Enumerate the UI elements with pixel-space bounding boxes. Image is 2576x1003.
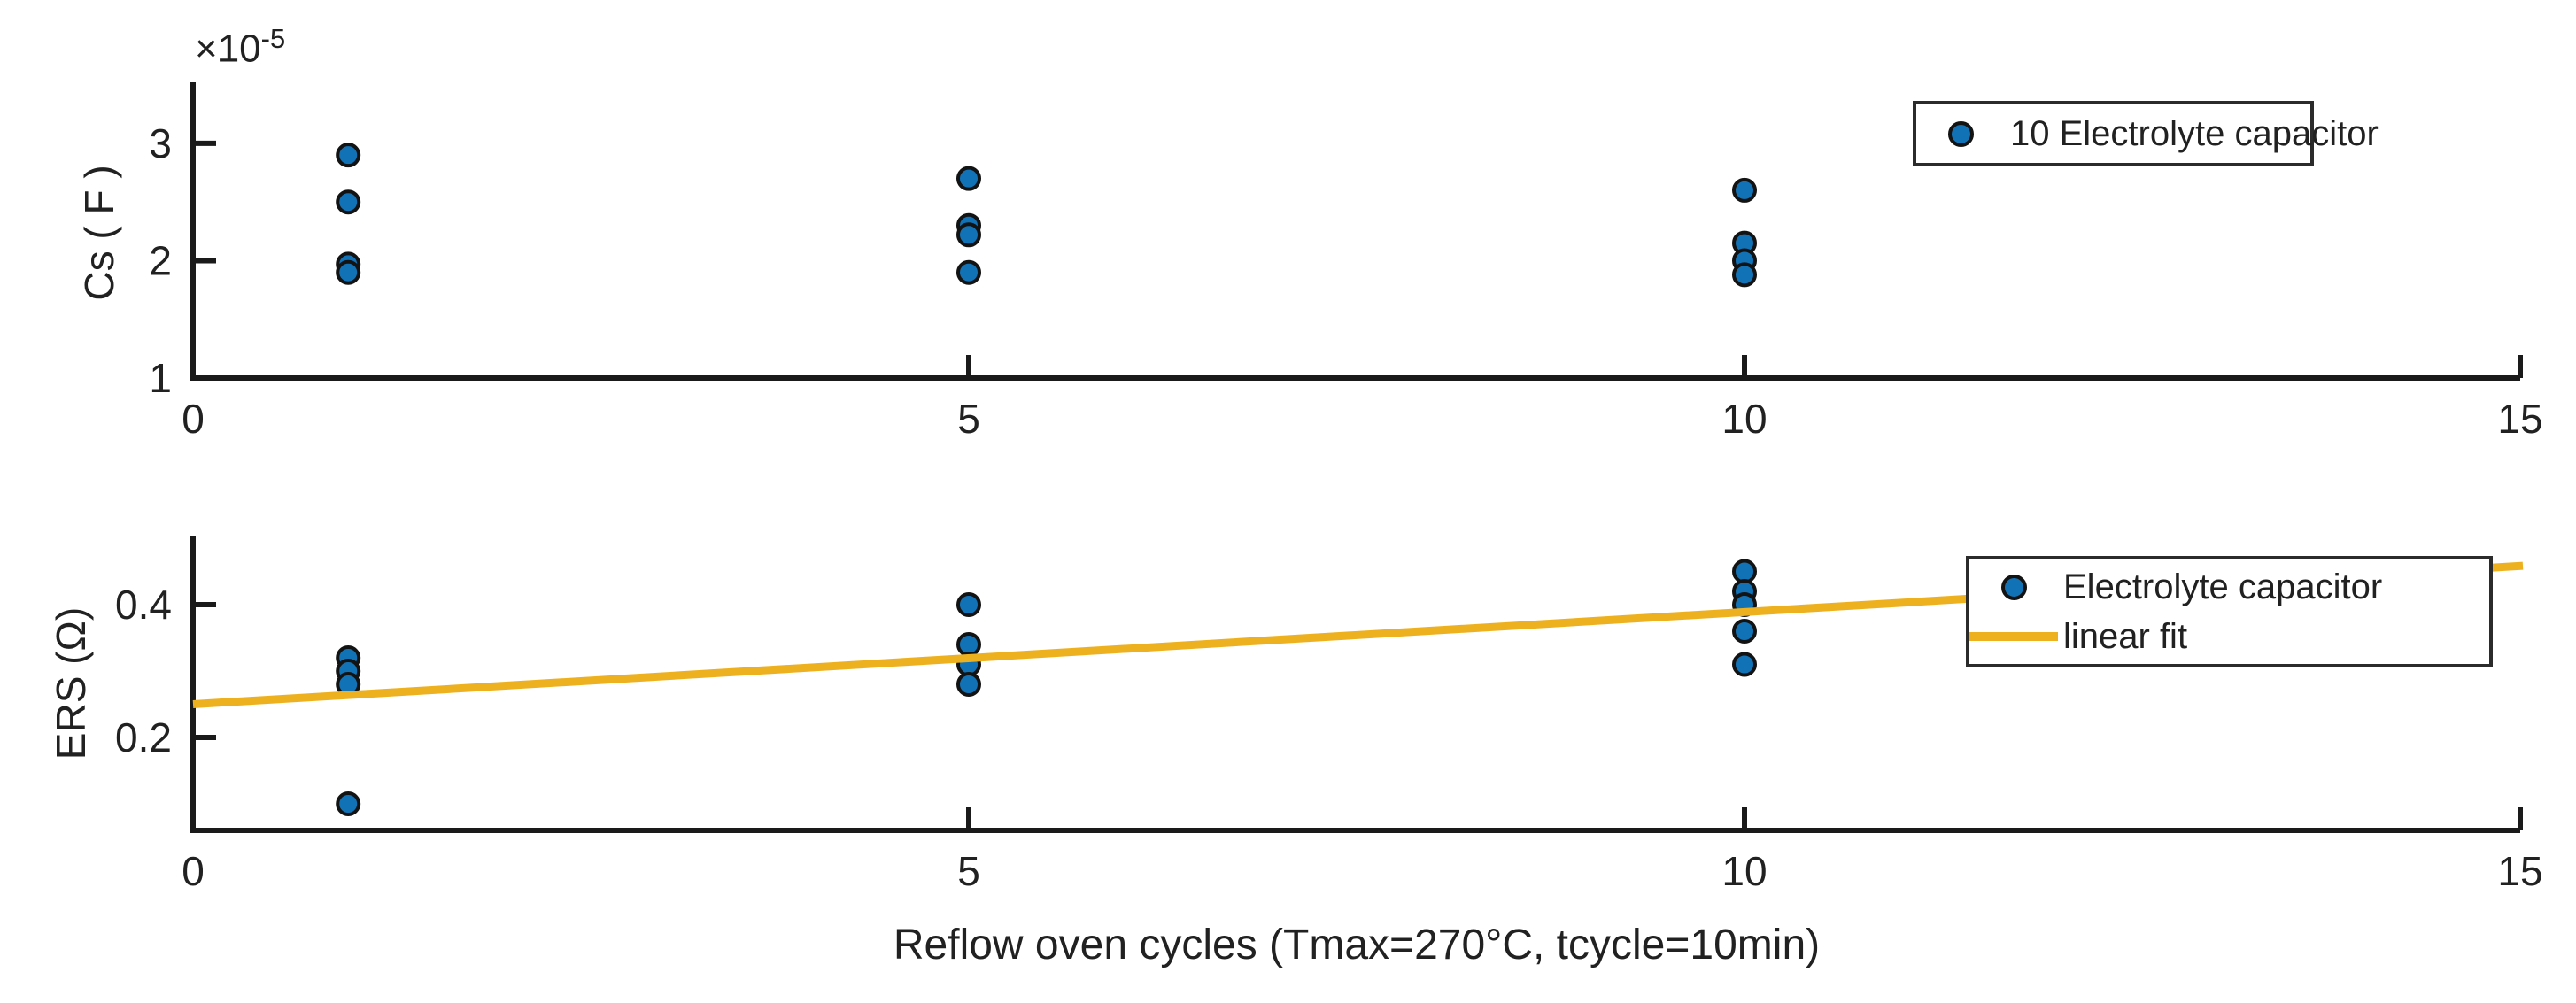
ers-axis-label: ERS (Ω) [48, 606, 94, 760]
x-tick-label: 0 [182, 396, 205, 442]
legend-swatch [1969, 632, 2058, 641]
legend-swatch [1969, 574, 2058, 600]
legend-entry-capacitor: Electrolyte capacitor [1969, 562, 2489, 612]
y-tick-label: 3 [149, 120, 172, 166]
legend-entry-capacitor: 10 Electrolyte capacitor [1916, 109, 2379, 158]
exponent-base: ×10 [195, 27, 261, 71]
x-axis-label: Reflow oven cycles (Tmax=270°C, tcycle=1… [893, 922, 1821, 968]
y-axis-exponent-label: ×10-5 [195, 23, 285, 72]
legend-label: linear fit [2063, 616, 2188, 656]
data-point [956, 672, 981, 697]
legend-label: Electrolyte capacitor [2063, 567, 2383, 606]
scatter-marker-icon [1947, 120, 1974, 147]
data-point [956, 592, 981, 617]
y-tick-label: 0.4 [115, 582, 172, 628]
data-point [336, 259, 361, 285]
data-point [956, 166, 981, 191]
x-tick-label: 10 [1721, 848, 1767, 894]
data-point [336, 791, 361, 816]
legend-label: 10 Electrolyte capacitor [2010, 113, 2379, 153]
cs-axis-label: Cs ( F ) [76, 165, 122, 301]
data-point [336, 143, 361, 168]
linear-fit-line-icon [1969, 632, 2058, 641]
x-tick-label: 5 [957, 848, 980, 894]
data-point [956, 632, 981, 657]
legend-entry-linear-fit: linear fit [1969, 612, 2489, 661]
y-tick-label: 1 [149, 355, 172, 401]
legend-swatch [1916, 120, 2005, 147]
y-tick-label: 2 [149, 237, 172, 283]
data-point [956, 222, 981, 248]
legend-bottom[interactable]: Electrolyte capacitor linear fit [1966, 556, 2493, 667]
legend-top[interactable]: 10 Electrolyte capacitor [1913, 101, 2379, 166]
exponent-power: -5 [260, 23, 286, 54]
scatter-marker-icon [2000, 574, 2027, 600]
top-subplot: 0 5 10 15 1 2 3 [149, 82, 2543, 442]
y-tick-label: 0.2 [115, 714, 172, 760]
x-tick-label: 10 [1721, 396, 1767, 442]
data-point [1732, 177, 1757, 203]
x-tick-label: 15 [2497, 848, 2542, 894]
x-tick-label: 0 [182, 848, 205, 894]
data-point [1732, 559, 1757, 584]
x-tick-label: 5 [957, 396, 980, 442]
data-point [956, 259, 981, 285]
data-point [1732, 262, 1757, 288]
x-tick-label: 15 [2497, 396, 2542, 442]
data-point [336, 189, 361, 215]
data-point [1732, 652, 1757, 677]
data-point [1732, 619, 1757, 644]
